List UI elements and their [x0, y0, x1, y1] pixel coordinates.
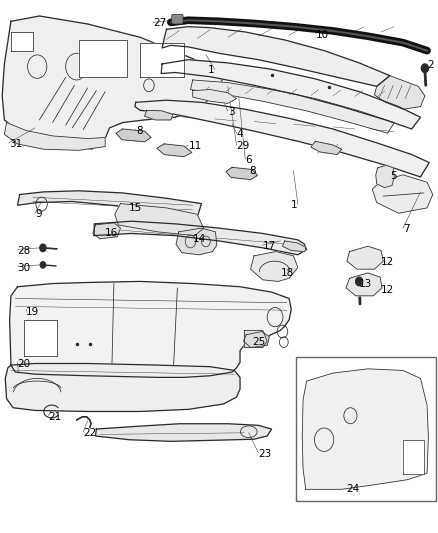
Polygon shape — [2, 16, 223, 149]
Text: 1: 1 — [208, 66, 215, 75]
Text: 21: 21 — [48, 412, 61, 422]
Polygon shape — [157, 144, 192, 157]
Polygon shape — [193, 90, 237, 103]
Polygon shape — [18, 191, 201, 217]
Text: 22: 22 — [83, 428, 96, 438]
Polygon shape — [191, 80, 394, 133]
Text: 10: 10 — [315, 30, 328, 39]
Circle shape — [356, 277, 363, 286]
Circle shape — [421, 64, 428, 72]
Polygon shape — [403, 440, 424, 474]
Polygon shape — [95, 424, 272, 441]
Text: 16: 16 — [105, 229, 118, 238]
Polygon shape — [94, 221, 307, 255]
Polygon shape — [161, 60, 420, 129]
Text: 11: 11 — [188, 141, 201, 151]
Text: 23: 23 — [258, 449, 272, 459]
Polygon shape — [346, 273, 382, 296]
Text: 30: 30 — [18, 263, 31, 272]
Polygon shape — [11, 32, 33, 51]
Polygon shape — [374, 76, 425, 109]
Polygon shape — [140, 43, 184, 77]
Text: 5: 5 — [390, 171, 396, 181]
Polygon shape — [226, 167, 258, 180]
Text: 13: 13 — [359, 279, 372, 288]
Polygon shape — [302, 369, 428, 489]
Polygon shape — [372, 175, 433, 213]
Text: 24: 24 — [346, 484, 359, 494]
Polygon shape — [244, 330, 267, 348]
Text: 17: 17 — [263, 241, 276, 251]
Polygon shape — [251, 252, 298, 281]
Polygon shape — [24, 320, 57, 356]
Polygon shape — [116, 129, 151, 142]
Text: 4: 4 — [237, 130, 243, 139]
FancyBboxPatch shape — [296, 357, 436, 501]
Polygon shape — [162, 27, 390, 86]
Polygon shape — [347, 246, 383, 269]
Text: 1: 1 — [291, 200, 298, 210]
Text: 8: 8 — [136, 126, 142, 135]
Text: 31: 31 — [9, 139, 22, 149]
Text: 29: 29 — [237, 141, 250, 151]
Text: 27: 27 — [153, 19, 166, 28]
Polygon shape — [93, 223, 120, 239]
Text: 6: 6 — [245, 155, 252, 165]
Text: 3: 3 — [228, 107, 234, 117]
Text: 28: 28 — [18, 246, 31, 255]
FancyBboxPatch shape — [172, 14, 183, 24]
Text: 20: 20 — [18, 359, 31, 368]
Text: 15: 15 — [129, 203, 142, 213]
Text: 19: 19 — [26, 307, 39, 317]
Polygon shape — [145, 110, 173, 120]
Polygon shape — [283, 241, 306, 252]
Polygon shape — [79, 40, 127, 77]
Polygon shape — [5, 364, 240, 411]
Text: 14: 14 — [193, 234, 206, 244]
Polygon shape — [4, 123, 105, 150]
Polygon shape — [244, 332, 269, 348]
Circle shape — [40, 244, 46, 252]
Text: 12: 12 — [381, 286, 394, 295]
Circle shape — [40, 262, 46, 268]
Polygon shape — [135, 100, 429, 177]
Text: 18: 18 — [280, 268, 293, 278]
Text: 2: 2 — [427, 60, 434, 70]
Polygon shape — [115, 204, 204, 236]
Text: 12: 12 — [381, 257, 394, 267]
Text: 7: 7 — [403, 224, 410, 234]
Polygon shape — [176, 228, 217, 255]
Polygon shape — [10, 281, 291, 377]
Polygon shape — [311, 141, 342, 155]
Text: 9: 9 — [35, 209, 42, 219]
Text: 25: 25 — [252, 337, 265, 347]
Polygon shape — [376, 165, 394, 188]
Text: 8: 8 — [250, 166, 256, 175]
